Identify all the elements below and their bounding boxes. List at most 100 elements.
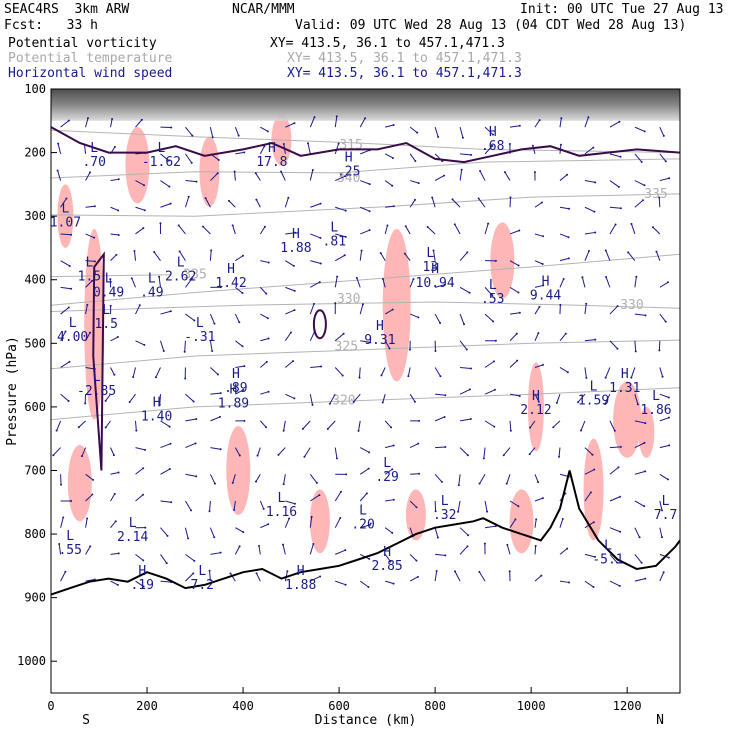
wind-vector	[135, 227, 144, 235]
wind-vector	[334, 116, 338, 128]
wind-vector-head	[434, 510, 437, 513]
wind-vector	[110, 254, 117, 262]
wind-vector-head	[662, 571, 665, 574]
extremum-letter: L	[590, 380, 598, 395]
wind-vector-head	[392, 205, 395, 208]
wind-vector-head	[303, 455, 306, 458]
wind-vector-head	[477, 197, 480, 200]
wind-vector-head	[467, 534, 470, 537]
wind-vector-head	[503, 171, 506, 174]
extremum-value: 9.44	[530, 289, 561, 304]
theta-contour	[51, 129, 680, 154]
wind-vector	[483, 447, 486, 459]
wind-vector-head	[640, 561, 643, 564]
theta-contour-label: 340	[337, 171, 360, 186]
wind-vector-head	[93, 236, 96, 239]
wind-vector	[584, 206, 595, 213]
wind-vector-head	[643, 505, 646, 508]
wind-vector	[60, 120, 70, 128]
wind-vector	[160, 420, 170, 428]
wind-vector-head	[436, 536, 439, 539]
extremum-letter: H	[383, 545, 391, 560]
wind-vector	[584, 339, 596, 342]
wind-vector-head	[537, 400, 540, 403]
wind-vector-head	[604, 376, 607, 379]
wind-vector-head	[168, 468, 171, 471]
model-title: SEAC4RS 3km ARW	[4, 2, 130, 17]
wind-vector	[459, 388, 471, 395]
wind-vector-head	[529, 426, 532, 429]
extremum-letter: L	[278, 491, 286, 506]
extremum-value: .32	[433, 508, 456, 523]
wind-vector-head	[641, 199, 644, 202]
wind-vector-head	[293, 309, 296, 312]
wind-vector-head	[417, 442, 420, 445]
wind-vector	[581, 277, 586, 288]
wind-vector-head	[62, 516, 65, 519]
wind-vector-head	[542, 284, 545, 287]
wind-vector	[659, 126, 665, 137]
extremum-value: .89	[224, 381, 247, 396]
extremum-value: 2.62	[165, 270, 196, 285]
wind-vector	[309, 169, 314, 181]
wind-vector-head	[535, 518, 538, 521]
wind-vector	[454, 224, 461, 235]
extremum-value: -1.62	[142, 155, 181, 170]
theta-contour	[51, 387, 680, 421]
wind-vector-head	[169, 310, 172, 313]
wind-vector-head	[643, 441, 646, 444]
wind-vector-head	[579, 429, 582, 432]
wind-vector-head	[440, 480, 443, 483]
wind-vector-head	[416, 575, 419, 578]
wind-vector	[484, 313, 494, 322]
wind-vector	[210, 416, 221, 422]
wind-vector-head	[104, 426, 107, 429]
wind-vector	[58, 543, 62, 555]
wind-vector-head	[170, 501, 173, 504]
x-tick-label: 600	[328, 699, 350, 713]
extremum-value: .49	[140, 285, 163, 300]
wind-vector	[659, 444, 670, 449]
wind-vector	[85, 518, 88, 528]
wind-vector	[382, 278, 386, 288]
wind-vector-head	[265, 292, 268, 295]
wind-vector-head	[294, 231, 297, 234]
wind-vector-head	[231, 224, 234, 227]
wind-vector-head	[391, 531, 394, 534]
wind-vector	[384, 420, 392, 428]
wind-vector-head	[86, 117, 89, 120]
extremum-value: 2.85	[371, 559, 402, 574]
wind-vector-head	[413, 400, 416, 403]
wind-vector	[57, 143, 62, 154]
wind-vector-head	[344, 175, 347, 178]
wind-vector	[452, 198, 461, 208]
wind-vector	[509, 393, 520, 397]
wind-vector-head	[541, 363, 544, 366]
wind-vector-head	[301, 427, 304, 430]
wind-vector-head	[616, 347, 619, 350]
wind-vector	[160, 203, 171, 208]
wind-vector-head	[537, 481, 540, 484]
wind-vector-head	[143, 184, 146, 187]
extremum-value: .81	[323, 235, 346, 250]
wind-vector-head	[58, 542, 61, 545]
wind-vector	[458, 474, 461, 486]
wind-vector	[609, 224, 616, 235]
wind-vector-head	[518, 124, 521, 127]
wind-vector-head	[414, 160, 417, 163]
extremum-value: .68	[481, 139, 504, 154]
extremum-letter: H	[345, 151, 353, 166]
wind-vector-head	[541, 263, 544, 266]
wind-vector	[609, 446, 621, 449]
y-tick-label: 400	[24, 273, 46, 287]
wind-vector	[484, 126, 494, 135]
wind-vector-head	[662, 134, 665, 137]
wind-vector-head	[84, 402, 87, 405]
y-tick-label: 500	[24, 336, 46, 350]
wind-vector-head	[660, 536, 663, 539]
wind-vector-head	[318, 281, 321, 284]
wind-vector	[534, 519, 537, 528]
wind-vector-head	[566, 371, 569, 374]
wind-vector	[609, 305, 618, 315]
extremum-letter: H	[532, 389, 540, 404]
